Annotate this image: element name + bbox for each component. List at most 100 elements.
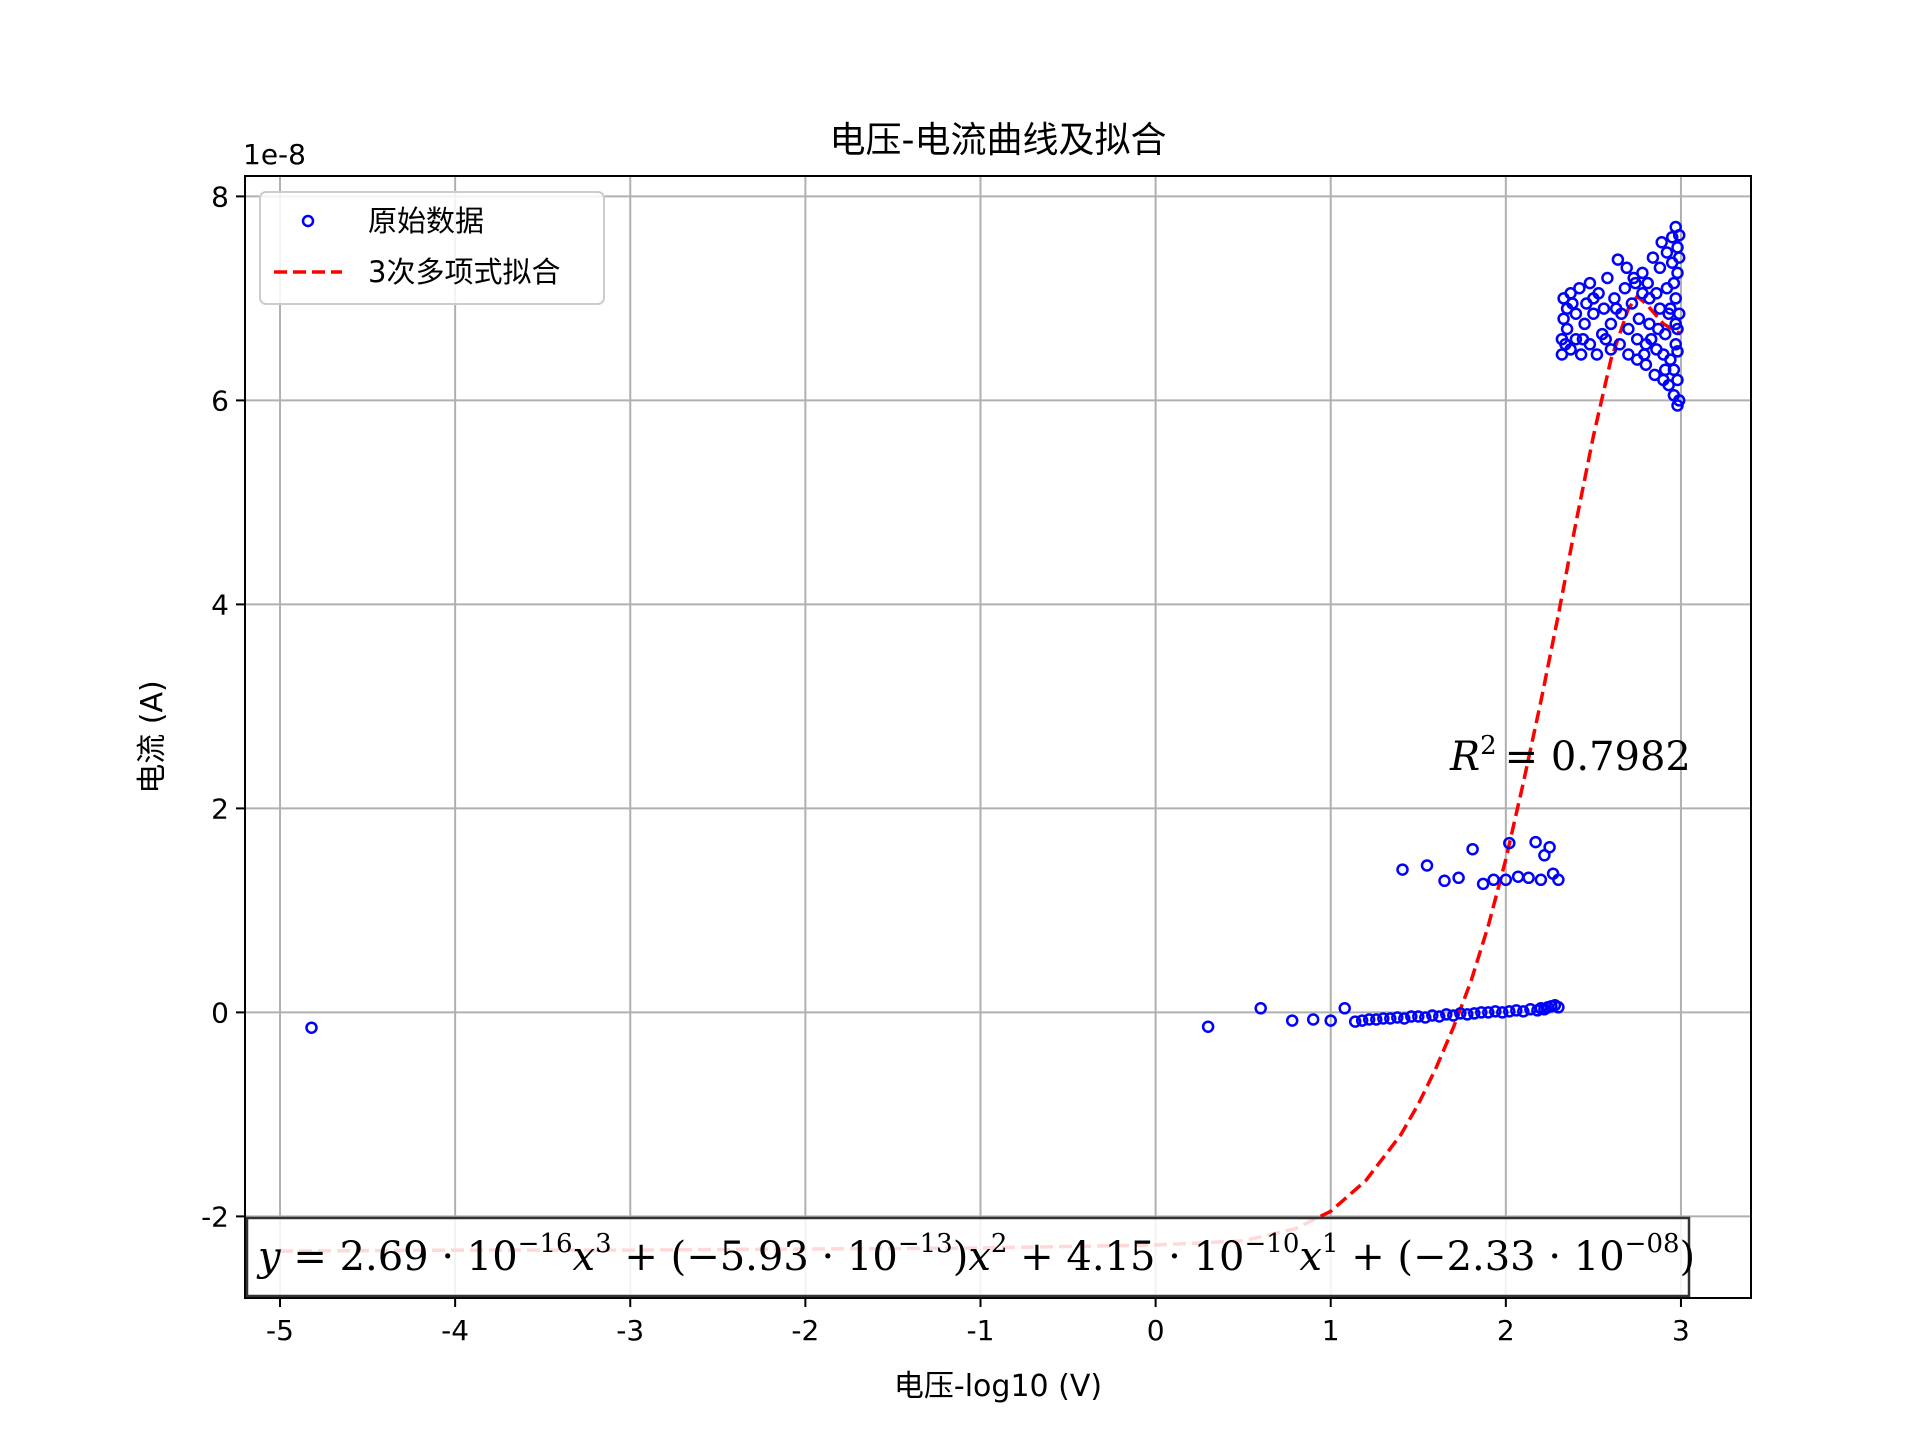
- data-point: [1648, 368, 1661, 382]
- x-tick-label: -2: [791, 1314, 819, 1347]
- y-offset-label: 1e-8: [243, 138, 306, 171]
- data-point: [1574, 348, 1588, 361]
- data-point: [1468, 1007, 1481, 1020]
- data-point: [1672, 394, 1686, 407]
- y-axis-label: 电流 (A): [135, 680, 170, 793]
- data-point: [1672, 228, 1686, 242]
- data-point: [1622, 348, 1635, 361]
- plot-frame: [244, 175, 1752, 1299]
- data-point: [1660, 246, 1674, 259]
- data-point: [1487, 873, 1500, 887]
- data-point: [1433, 1010, 1446, 1023]
- data-point: [305, 1021, 318, 1034]
- data-point: [1503, 836, 1516, 850]
- data-point: [1573, 281, 1586, 295]
- data-point: [1604, 317, 1618, 331]
- legend-box: [259, 191, 605, 305]
- data-point: [1405, 1010, 1418, 1023]
- x-tick-label: 0: [1147, 1314, 1165, 1347]
- data-point: [1667, 363, 1681, 377]
- data-point: [1398, 1012, 1411, 1025]
- data-point: [1669, 338, 1682, 351]
- y-tick-label: 4: [211, 588, 229, 621]
- equation-box: y = 2.69 · 10−16x3 + (−5.93 · 10−13)x2 +…: [245, 1216, 1695, 1298]
- data-point: [1566, 297, 1579, 310]
- data-point: [1391, 1011, 1404, 1024]
- data-point: [1590, 348, 1604, 361]
- data-point: [1254, 1002, 1267, 1015]
- data-point: [1667, 276, 1681, 290]
- data-point: [1630, 332, 1644, 346]
- y-tick-label: 0: [211, 996, 229, 1029]
- data-point: [1671, 266, 1684, 280]
- data-point: [1475, 1006, 1488, 1019]
- data-point: [1655, 236, 1668, 249]
- data-point: [1534, 873, 1548, 887]
- data-point: [1522, 871, 1535, 885]
- data-point: [1420, 859, 1434, 872]
- data-point: [1604, 343, 1618, 356]
- data-point: [1370, 1013, 1383, 1026]
- data-point: [1641, 276, 1654, 290]
- x-tick-label: 3: [1672, 1314, 1690, 1347]
- data-point: [1611, 253, 1625, 266]
- data-point: [1489, 1005, 1502, 1018]
- data-point: [1658, 327, 1672, 341]
- x-tick-label: -3: [616, 1314, 644, 1347]
- data-point: [1664, 353, 1677, 366]
- data-point: [1466, 842, 1479, 856]
- data-point: [1201, 1020, 1215, 1033]
- data-point: [1643, 317, 1656, 331]
- data-point: [1662, 307, 1675, 320]
- data-point: [1447, 1009, 1460, 1022]
- y-tick-label: -2: [201, 1200, 229, 1233]
- data-point: [1665, 230, 1679, 244]
- data-point: [1482, 1006, 1495, 1019]
- data-point: [1671, 373, 1684, 387]
- svg-text:y = 2.69 · 10−16x3 + (−5.93 ·: y = 2.69 · 10−16x3 + (−5.93 · 10−13)x2 +…: [256, 1229, 1695, 1280]
- data-point: [1671, 322, 1684, 336]
- data-point: [1569, 307, 1583, 320]
- data-point: [1622, 322, 1635, 336]
- data-point: [1618, 281, 1632, 295]
- data-point: [1552, 873, 1565, 887]
- data-point: [1601, 271, 1614, 285]
- data-point: [1362, 1013, 1376, 1026]
- data-point: [1338, 1002, 1351, 1015]
- data-point: [1646, 251, 1660, 264]
- data-point: [1578, 317, 1591, 331]
- data-point: [1496, 1006, 1509, 1019]
- x-tick-label: -4: [441, 1314, 469, 1347]
- data-point: [1452, 871, 1465, 885]
- data-point: [1543, 840, 1556, 854]
- y-tick-label: 6: [211, 384, 229, 417]
- data-point: [1438, 874, 1451, 888]
- data-point: [1419, 1011, 1432, 1024]
- data-point: [1384, 1012, 1397, 1025]
- data-point: [1306, 1013, 1320, 1026]
- data-point: [1629, 276, 1642, 290]
- data-point: [1658, 363, 1672, 377]
- axis-ticks: -5 -4 -3 -2 -1 0 1 2 3 -2 0 2 4 6 8: [201, 180, 1690, 1347]
- data-point: [1517, 1005, 1530, 1018]
- data-point: [1583, 276, 1597, 290]
- legend-scatter-marker: [301, 214, 315, 228]
- x-axis-label: 电压-log10 (V): [894, 1369, 1102, 1404]
- chart-title: 电压-电流曲线及拟合: [830, 120, 1167, 161]
- data-point: [1620, 261, 1633, 275]
- data-point: [1555, 348, 1569, 361]
- data-point: [1662, 378, 1675, 392]
- r-squared-annotation: R2 = 0.7982: [1449, 731, 1691, 780]
- data-point: [1672, 251, 1686, 264]
- y-tick-label: 2: [211, 792, 229, 825]
- data-point: [1499, 873, 1513, 887]
- x-tick-label: 1: [1322, 1314, 1340, 1347]
- data-point: [1671, 345, 1684, 358]
- data-point: [1285, 1014, 1299, 1027]
- data-point: [1355, 1014, 1369, 1027]
- data-point: [1503, 1005, 1516, 1018]
- data-point: [1529, 835, 1542, 849]
- data-point: [1454, 1007, 1467, 1020]
- data-point: [1613, 338, 1626, 351]
- data-point: [1510, 1004, 1523, 1017]
